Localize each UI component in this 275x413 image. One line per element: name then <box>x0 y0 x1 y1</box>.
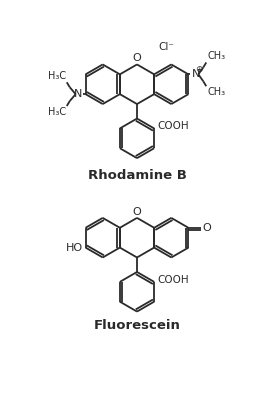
Text: O: O <box>133 53 141 64</box>
Text: CH₃: CH₃ <box>207 52 225 62</box>
Text: Rhodamine B: Rhodamine B <box>87 169 186 183</box>
Text: O: O <box>133 207 141 217</box>
Text: COOH: COOH <box>157 121 189 131</box>
Text: CH₃: CH₃ <box>207 87 225 97</box>
Text: Cl⁻: Cl⁻ <box>158 42 174 52</box>
Text: HO: HO <box>65 242 82 253</box>
Text: O: O <box>202 223 211 233</box>
Text: H₃C: H₃C <box>48 71 66 81</box>
Text: Fluorescein: Fluorescein <box>94 319 180 332</box>
Text: ⊕: ⊕ <box>195 65 203 74</box>
Text: N: N <box>74 89 82 99</box>
Text: COOH: COOH <box>157 275 189 285</box>
Text: H₃C: H₃C <box>48 107 66 117</box>
Text: N: N <box>191 69 200 79</box>
